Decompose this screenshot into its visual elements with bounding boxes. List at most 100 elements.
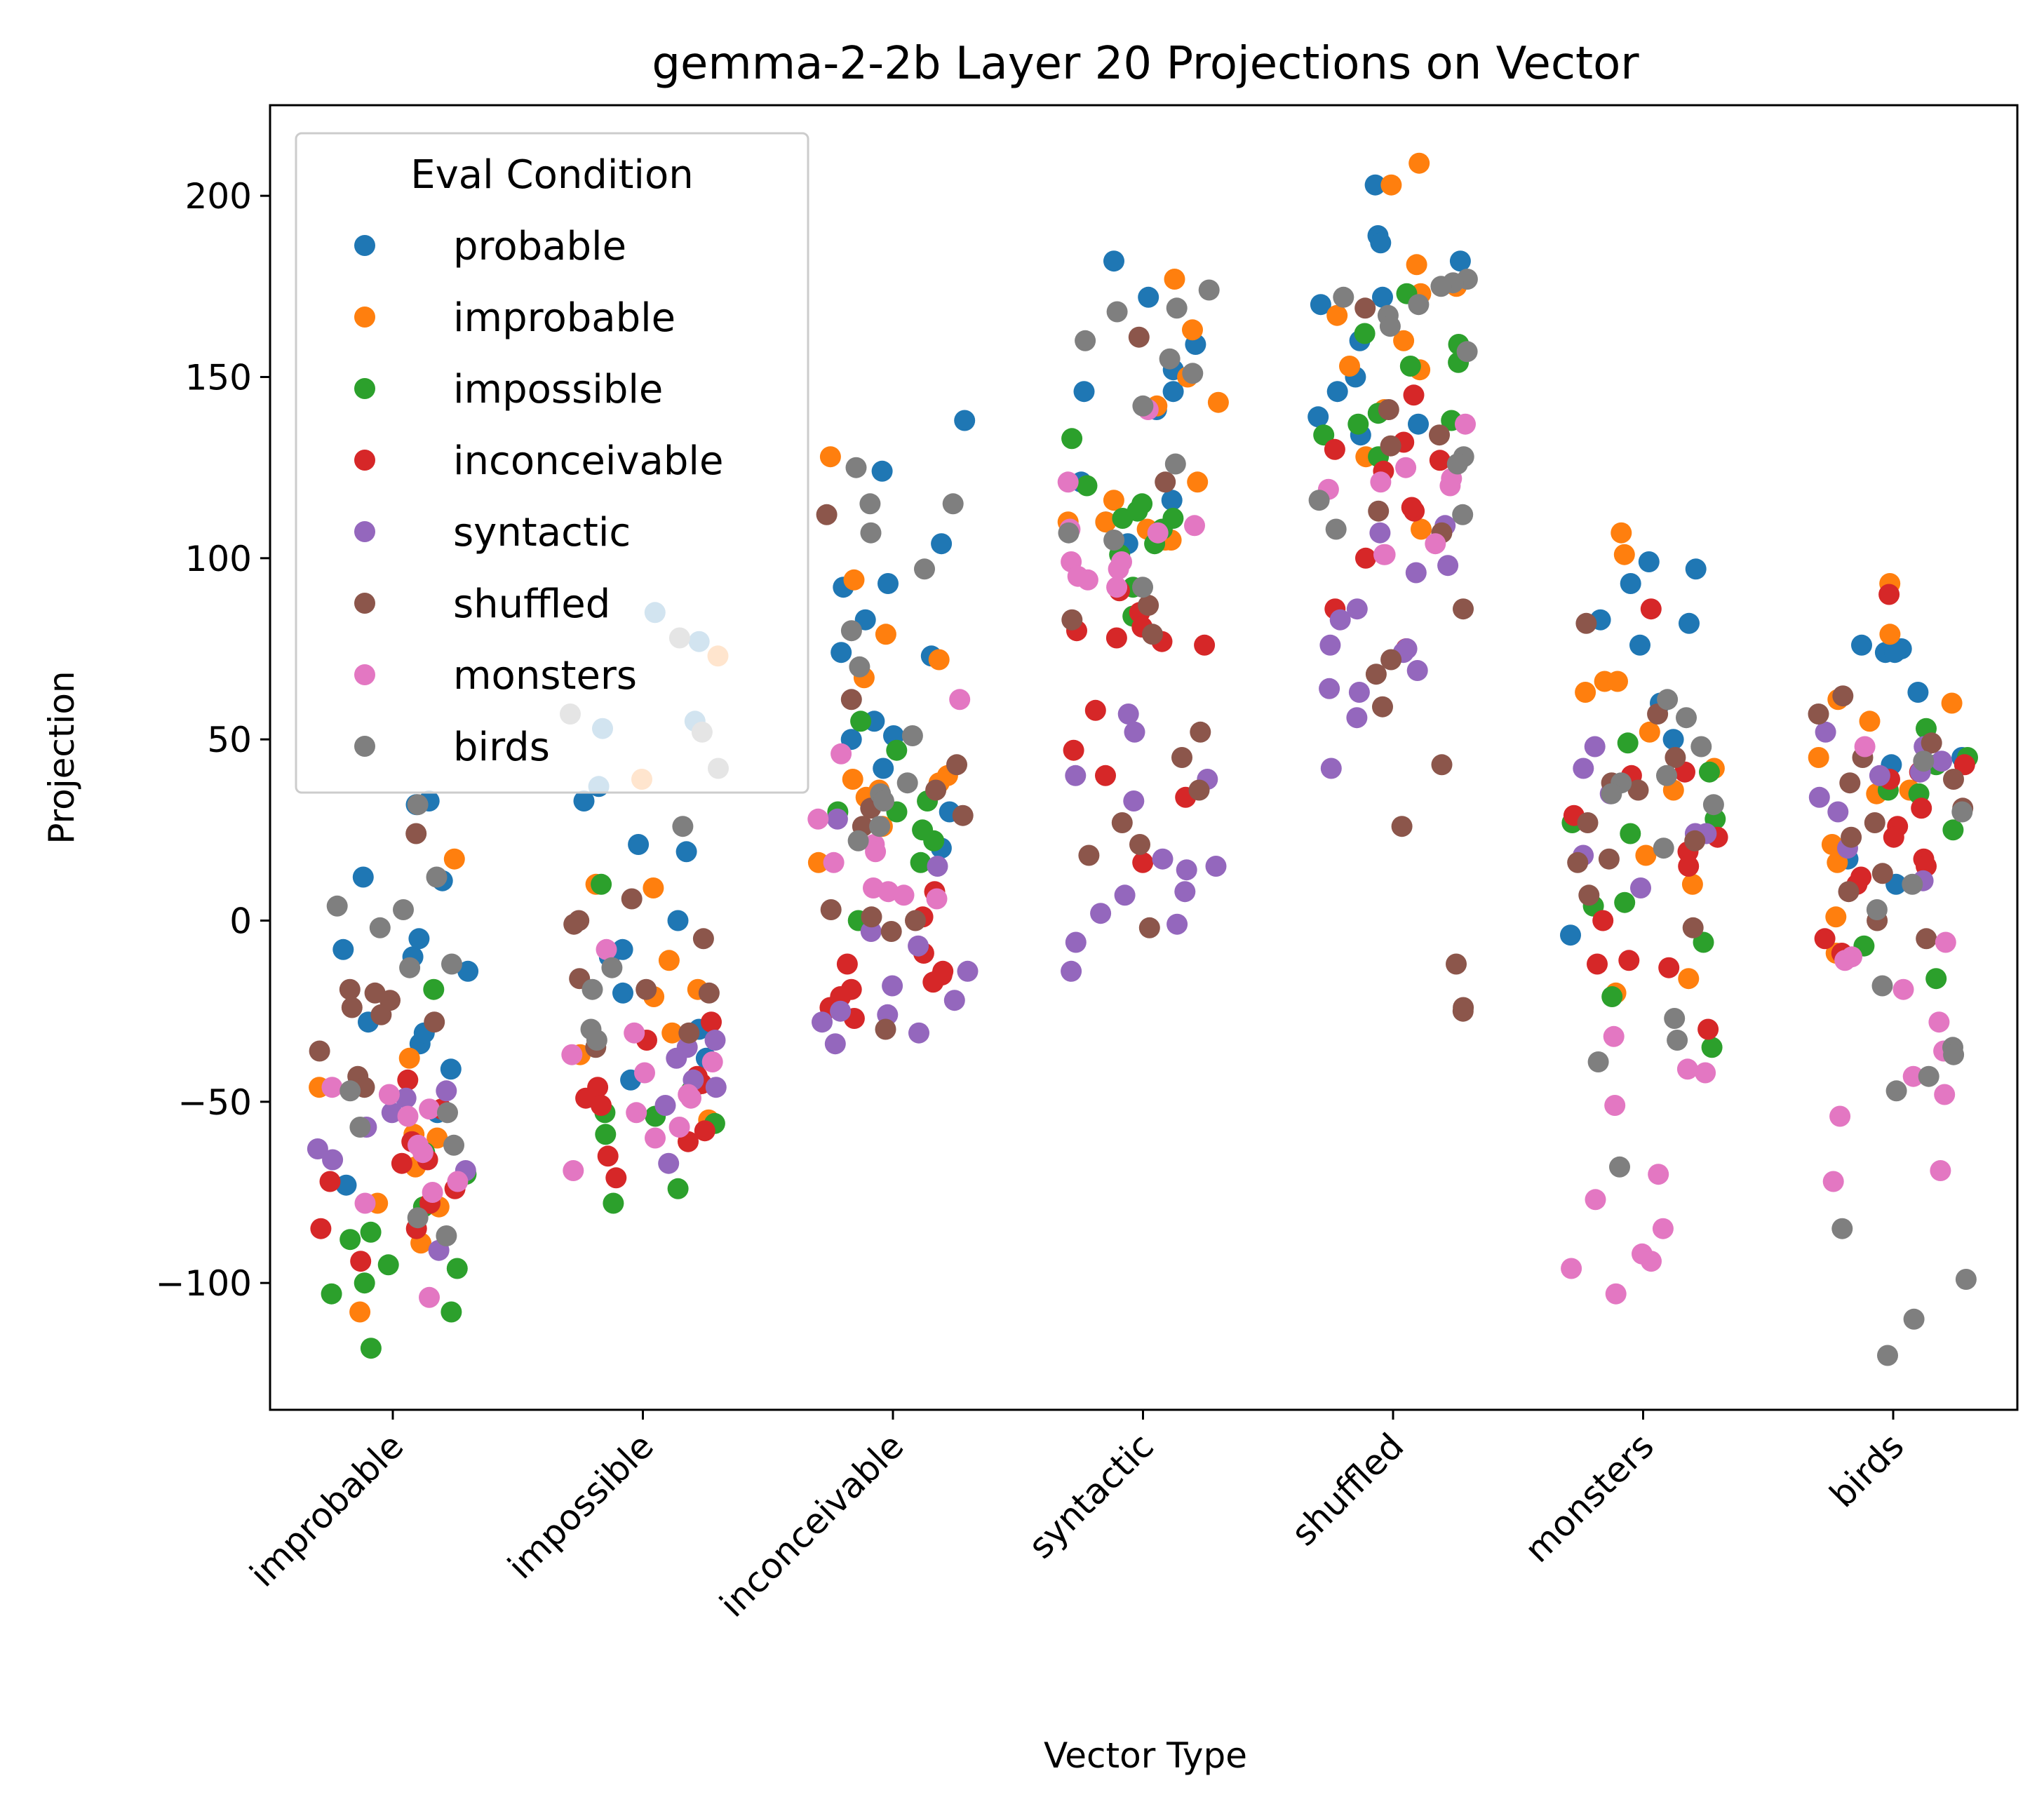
data-point-syntactic <box>1123 790 1145 812</box>
data-point-monsters <box>397 1105 419 1127</box>
data-point-probable <box>1907 682 1929 703</box>
data-point-probable <box>1851 634 1872 656</box>
data-point-monsters <box>412 1142 433 1164</box>
data-point-probable <box>1161 490 1183 511</box>
data-point-shuffled <box>1061 609 1083 631</box>
data-point-impossible <box>446 1258 468 1279</box>
data-point-birds <box>1308 490 1330 511</box>
data-point-monsters <box>1604 1095 1626 1116</box>
data-point-shuffled <box>1808 703 1829 725</box>
data-point-shuffled <box>1378 399 1399 420</box>
data-point-inconceivable <box>1658 957 1680 978</box>
data-point-probable <box>1073 381 1095 403</box>
data-point-inconceivable <box>397 1069 419 1091</box>
data-point-probable <box>457 960 479 982</box>
data-point-shuffled <box>405 823 427 844</box>
data-point-shuffled <box>840 689 862 711</box>
legend-marker-impossible <box>354 378 375 399</box>
data-point-probable <box>408 928 430 950</box>
data-point-syntactic <box>1065 765 1087 786</box>
data-point-monsters <box>1822 1171 1844 1192</box>
data-point-shuffled <box>925 779 947 801</box>
data-point-syntactic <box>1405 562 1427 584</box>
legend: Eval Condition probable improbable impossi… <box>295 132 809 794</box>
data-point-probable <box>1449 250 1471 272</box>
data-point-monsters <box>626 1102 647 1124</box>
data-point-birds <box>1325 518 1347 540</box>
data-point-impossible <box>1693 931 1714 953</box>
data-point-improbable <box>1380 174 1402 196</box>
data-point-improbable <box>1095 511 1117 533</box>
data-point-inconceivable <box>1697 1018 1719 1040</box>
data-point-impossible <box>339 1229 361 1251</box>
data-point-shuffled <box>1078 844 1100 866</box>
data-point-birds <box>426 866 448 888</box>
data-point-inconceivable <box>391 1152 412 1174</box>
data-point-inconceivable <box>1640 598 1662 620</box>
data-point-inconceivable <box>1132 851 1154 873</box>
data-point-syntactic <box>1124 721 1145 743</box>
y-tick-label: 150 <box>185 358 252 398</box>
data-point-birds <box>1601 783 1622 804</box>
data-point-shuffled <box>1155 471 1176 493</box>
data-point-monsters <box>1676 1058 1698 1080</box>
data-point-impossible <box>1112 508 1134 529</box>
data-point-improbable <box>1941 692 1963 714</box>
data-point-syntactic <box>322 1149 344 1171</box>
data-point-shuffled <box>1128 326 1150 348</box>
y-axis: −100 −50 0 50 100 150 200 <box>156 176 270 1304</box>
data-point-inconceivable <box>694 1120 715 1142</box>
data-point-syntactic <box>1117 703 1139 725</box>
data-point-improbable <box>643 877 664 898</box>
legend-marker-probable <box>354 235 375 256</box>
data-point-birds <box>586 1030 607 1051</box>
data-point-shuffled <box>636 978 657 1000</box>
data-point-birds <box>873 790 894 812</box>
data-point-shuffled <box>1380 435 1401 457</box>
data-point-syntactic <box>704 1030 726 1051</box>
data-point-shuffled <box>1129 834 1150 855</box>
data-point-improbable <box>349 1301 371 1323</box>
data-point-monsters <box>1605 1283 1627 1305</box>
data-point-birds <box>1452 504 1474 525</box>
data-point-syntactic <box>1630 877 1651 898</box>
y-tick-label: −100 <box>156 1263 252 1304</box>
data-point-birds <box>1456 341 1478 363</box>
data-point-monsters <box>1184 515 1205 537</box>
data-point-syntactic <box>658 1152 680 1174</box>
data-point-impossible <box>1701 1037 1723 1058</box>
data-point-syntactic <box>1827 801 1849 823</box>
data-point-birds <box>1955 1269 1977 1290</box>
data-point-improbable <box>1639 721 1660 743</box>
data-point-syntactic <box>830 1000 852 1022</box>
data-point-improbable <box>1164 269 1185 290</box>
data-point-birds <box>860 522 882 544</box>
data-point-improbable <box>1611 522 1632 544</box>
data-point-syntactic <box>824 1033 846 1055</box>
data-point-shuffled <box>1943 769 1964 790</box>
data-point-monsters <box>354 1192 376 1214</box>
data-point-shuffled <box>1429 424 1450 446</box>
data-point-probable <box>440 1058 462 1080</box>
data-point-shuffled <box>424 1011 445 1033</box>
data-point-probable <box>1629 634 1650 656</box>
data-point-impossible <box>1601 986 1623 1007</box>
data-point-probable <box>1310 294 1331 316</box>
data-point-inconceivable <box>1105 627 1127 649</box>
data-point-syntactic <box>1348 682 1370 703</box>
data-point-birds <box>1408 294 1430 316</box>
data-point-syntactic <box>927 856 948 877</box>
data-point-birds <box>1656 765 1677 786</box>
data-point-syntactic <box>908 1022 929 1044</box>
data-point-probable <box>1662 729 1684 750</box>
data-point-monsters <box>1057 471 1079 493</box>
data-point-improbable <box>807 851 829 873</box>
data-point-birds <box>859 493 881 515</box>
data-point-probable <box>1408 413 1429 435</box>
data-point-shuffled <box>1567 851 1589 873</box>
legend-entries: probable improbable impossible inconceivabl… <box>354 224 723 770</box>
data-point-impossible <box>1617 732 1639 754</box>
data-point-birds <box>1877 1345 1898 1366</box>
data-point-improbable <box>842 769 863 790</box>
data-point-shuffled <box>1138 595 1159 616</box>
